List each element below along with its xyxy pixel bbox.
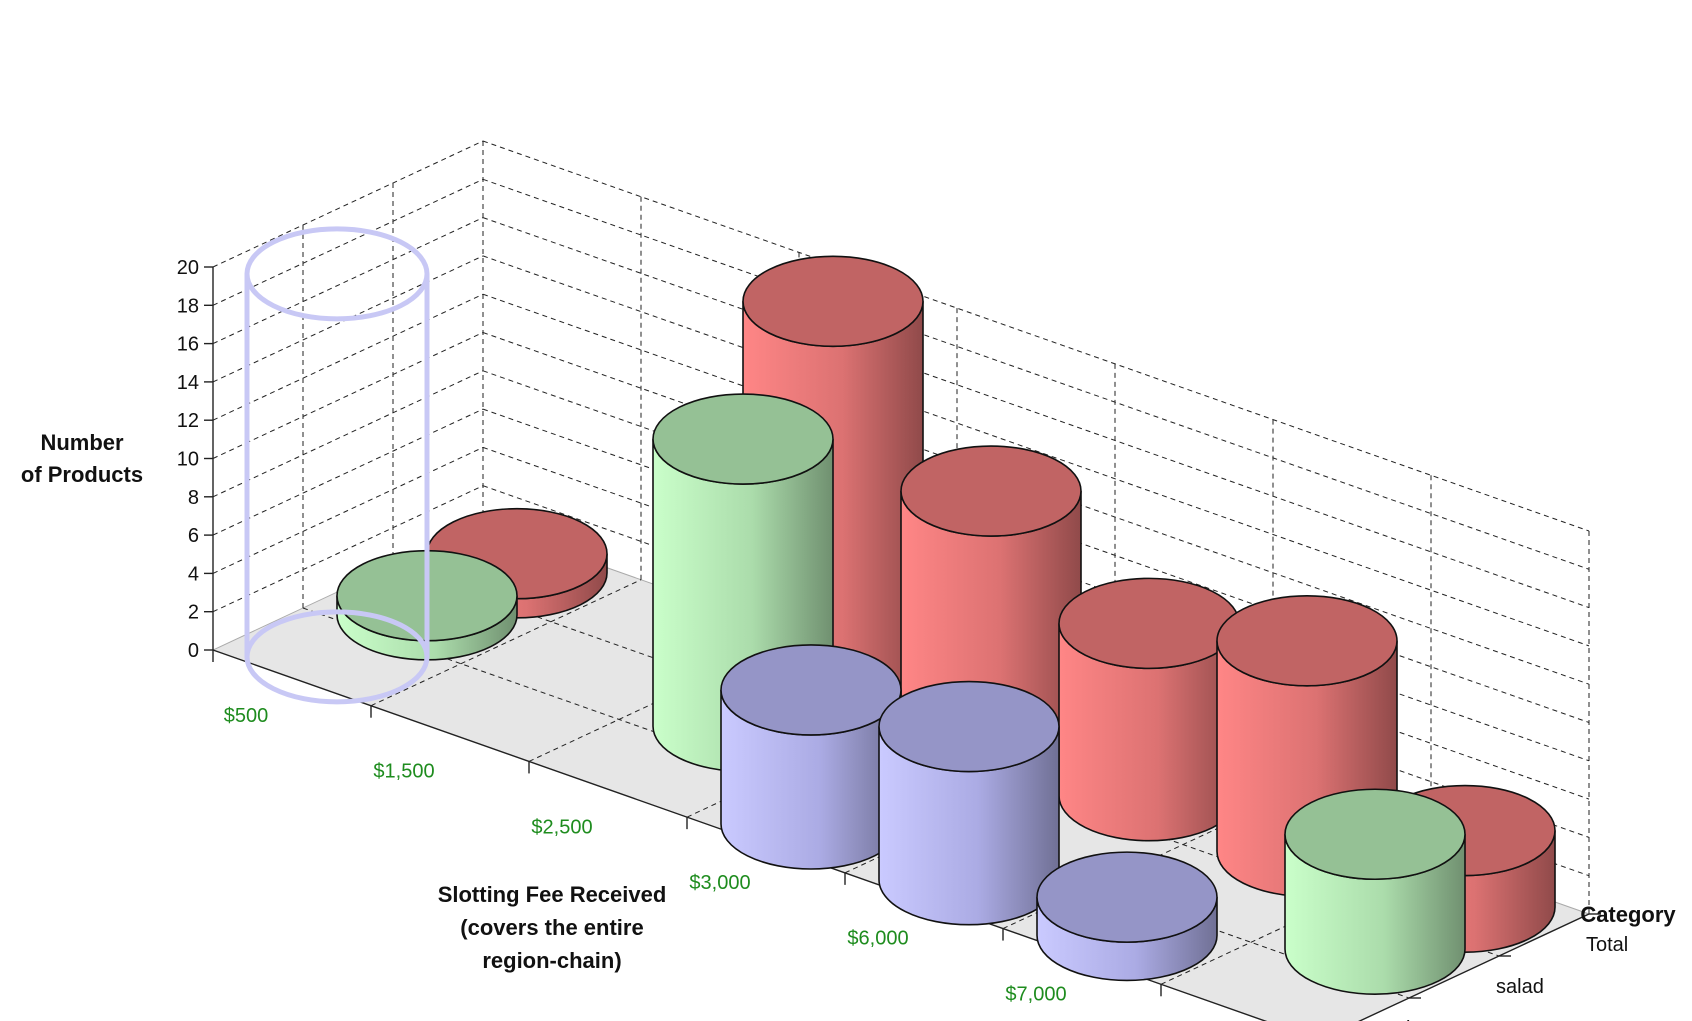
cylinder-top xyxy=(1058,577,1240,670)
cylinder-bar xyxy=(1036,851,1218,982)
y-tick-label: 20 xyxy=(177,257,199,279)
z-axis-title: Category xyxy=(1580,902,1676,927)
side-wall-gridline xyxy=(212,408,484,536)
side-wall-gridline xyxy=(212,332,484,459)
y-tick-label: 0 xyxy=(188,640,199,662)
cylinder-top xyxy=(900,445,1082,537)
back-wall-gridline xyxy=(482,217,1590,609)
y-axis-title: Number of Products xyxy=(21,430,143,487)
cylinder-bar xyxy=(720,644,902,870)
x-tick-label: $3,000 xyxy=(689,872,750,894)
y-tick-label: 12 xyxy=(177,410,199,432)
series-label: ice cream xyxy=(1406,1018,1493,1021)
cylinder-top xyxy=(652,393,834,485)
y-tick-label: 2 xyxy=(188,602,199,624)
chart-labels: 0 2 4 6 8 10 12 14 16 18 20 $500 $1,500 $2,500 $3,000 $… xyxy=(21,257,1677,1021)
y-tick-label: 6 xyxy=(188,525,199,547)
x-tick-label: $2,500 xyxy=(531,816,592,838)
cylinder-top xyxy=(1216,594,1398,687)
y-tick-label: 14 xyxy=(177,372,199,394)
side-wall-gridline xyxy=(212,293,484,421)
cylinder-top xyxy=(742,255,924,348)
x-tick-label: $1,500 xyxy=(373,761,434,783)
side-wall-gridline xyxy=(212,446,484,574)
back-wall-gridline xyxy=(482,255,1590,647)
cylinder-top xyxy=(1036,851,1218,943)
x-tick-label: $6,000 xyxy=(847,928,908,950)
back-wall-gridline xyxy=(482,178,1590,570)
side-wall-gridline xyxy=(212,217,484,345)
cylinder-top xyxy=(878,680,1060,773)
cylinder-bar xyxy=(878,680,1060,926)
y-tick-label: 16 xyxy=(177,334,199,356)
side-wall-gridline xyxy=(212,485,484,613)
cylinder-bar xyxy=(1058,577,1240,842)
x-tick-label: $500 xyxy=(224,705,269,727)
y-tick-label: 18 xyxy=(177,295,199,317)
outline-top xyxy=(244,226,430,322)
side-wall-gridline xyxy=(212,178,484,306)
y-tick-label: 10 xyxy=(177,449,199,471)
series-label: salad xyxy=(1496,976,1544,998)
x-tick-label: $7,000 xyxy=(1005,983,1066,1005)
highlight-outline-cylinder xyxy=(244,226,430,705)
side-wall-gridline xyxy=(212,140,484,268)
floor-gridline xyxy=(370,579,642,707)
y-tick-label: 4 xyxy=(188,563,199,585)
z-axis-line xyxy=(1358,913,1590,1021)
x-axis-title: Slotting Fee Received (covers the entire r… xyxy=(438,882,667,973)
y-tick-label: 8 xyxy=(188,487,199,509)
side-wall-gridline xyxy=(212,370,484,498)
back-wall-gridline xyxy=(482,140,1590,532)
cylinder-top xyxy=(720,644,902,736)
chart-cylinders xyxy=(244,226,1556,995)
cylinder-top xyxy=(1284,788,1466,881)
cylinder-bar xyxy=(1284,788,1466,995)
series-label: Total xyxy=(1586,934,1628,956)
